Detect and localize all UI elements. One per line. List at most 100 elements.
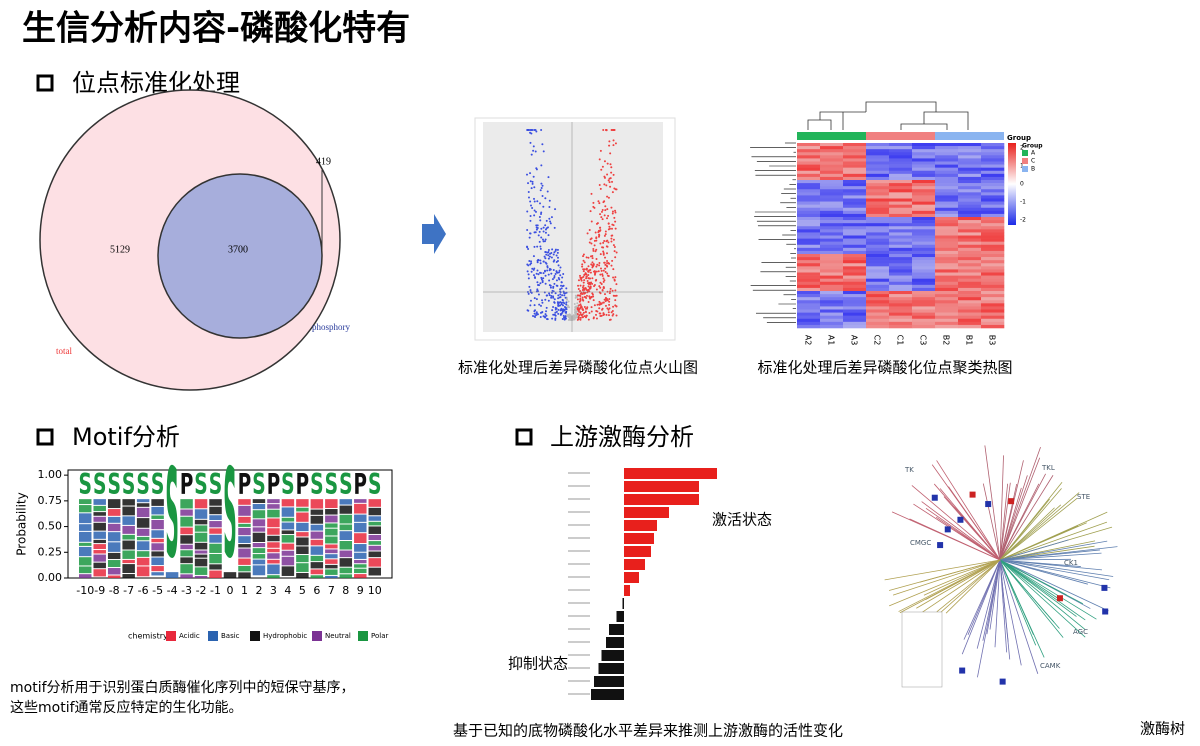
heat-cell [935,152,959,156]
logo-block [325,569,338,575]
point [611,314,614,317]
point [540,227,543,230]
family-label: TK [904,466,914,474]
annotation: 激活状态 [712,511,772,529]
heat-cell [843,263,867,267]
point [598,202,601,205]
point [611,289,614,292]
logo-block [354,552,367,559]
point [593,304,596,307]
kinase-bars [568,468,717,700]
point [609,227,612,230]
point [545,318,548,321]
point [593,244,596,247]
heat-cell [843,149,867,153]
branch [936,460,1001,561]
heat-cell [820,257,844,261]
point [585,314,588,317]
point [551,278,554,281]
family-label: TKL [1041,464,1055,472]
point [535,311,538,314]
point [601,308,604,311]
point [560,303,563,306]
heat-cell [866,213,890,218]
heat-cell [981,241,1005,246]
logo-block [194,519,208,525]
point [609,287,612,290]
heat-cell [958,164,982,168]
heat-cell [843,226,867,230]
heat-cell [866,312,890,316]
heat-cell [820,158,844,162]
point [606,195,609,198]
heat-cell [958,189,982,193]
point [536,288,539,291]
heat-cell [981,189,1005,193]
logo-block [296,572,309,578]
point [552,253,555,256]
heat-cell [958,266,982,270]
logo-block [180,509,193,516]
logo-block [93,516,106,522]
point [526,173,529,176]
heat-cell [958,143,982,147]
heat-cell [912,217,936,221]
point [604,271,607,274]
heat-cell [889,309,913,313]
scale-tick: 0 [1020,181,1024,188]
point [544,228,547,231]
point [606,162,609,165]
point [586,232,589,235]
logo-letter: P [238,467,251,501]
logo-block [267,499,280,504]
venn-count: 3700 [228,244,248,255]
heat-cell [981,201,1005,205]
point [588,241,591,244]
point [600,168,603,171]
point [579,303,582,306]
point [557,294,560,297]
point [606,307,609,310]
legend-key [1022,158,1028,164]
branch [945,559,1001,614]
x-tick-label: 2 [255,584,262,597]
heat-cell [797,173,821,178]
point [532,255,535,258]
heat-cell [797,204,821,209]
heat-cell [958,192,982,196]
point [612,129,615,131]
point [598,261,601,264]
point [602,252,605,255]
point [599,286,602,289]
heat-cell [797,315,821,320]
heat-cell [912,300,936,304]
logo-block [107,560,121,568]
logo-block [354,544,367,552]
point [611,212,614,215]
point [594,272,597,275]
venn-count: 5129 [110,244,130,255]
point [584,291,587,294]
point [537,293,540,296]
logo-block [368,499,381,507]
heat-cell [889,201,913,205]
x-tick-label: 3 [270,584,277,597]
heat-cell [820,266,844,270]
point [562,304,565,307]
point [604,304,607,307]
point [574,296,577,299]
heat-cell [889,207,913,212]
heat-cell [866,269,890,273]
point [553,251,556,254]
x-tick-label: -8 [109,584,120,597]
heat-cell [912,238,936,242]
heat-cell [820,210,844,215]
point [544,224,547,227]
logo-block [354,564,367,568]
point [575,314,578,317]
point [533,304,536,307]
branch [999,559,1055,623]
logo-block [325,499,338,509]
heat-cell [843,217,867,221]
logo-block [122,574,135,578]
